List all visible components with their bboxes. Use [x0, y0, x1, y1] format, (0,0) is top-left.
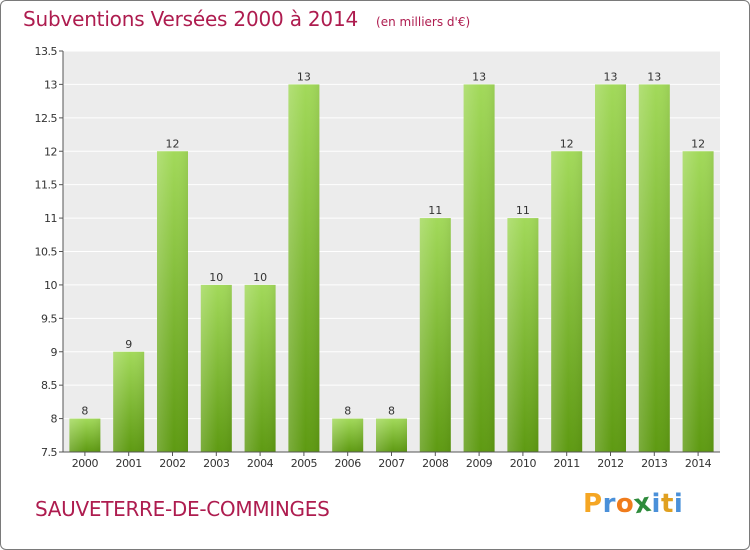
x-tick-label: 2000 [72, 457, 99, 470]
bar-sheen [113, 351, 145, 452]
chart-title: Subventions Versées 2000 à 2014 [23, 7, 359, 31]
bar-value-label: 11 [428, 204, 442, 217]
bar-sheen [507, 218, 539, 452]
y-tick-label: 10 [44, 279, 57, 292]
bar-value-label: 13 [297, 70, 311, 83]
y-tick-label: 8 [51, 413, 58, 426]
x-tick-label: 2010 [510, 457, 537, 470]
x-tick-label: 2013 [641, 457, 668, 470]
y-tick-label: 7.5 [41, 446, 57, 459]
bar-sheen [69, 418, 101, 452]
x-tick-label: 2005 [291, 457, 318, 470]
y-tick-label: 8.5 [41, 379, 57, 392]
bar-sheen [288, 84, 320, 453]
y-tick-label: 9 [51, 346, 58, 359]
bar-value-label: 13 [604, 70, 618, 83]
bar-sheen [595, 84, 626, 453]
y-tick-label: 13.5 [35, 45, 58, 58]
y-tick-label: 11 [44, 212, 57, 225]
x-tick-label: 2002 [159, 457, 185, 470]
bar-sheen [376, 418, 407, 452]
bar-value-label: 12 [691, 137, 705, 150]
bar-sheen [551, 151, 583, 452]
bar-value-label: 8 [344, 405, 351, 418]
bar-sheen [463, 84, 495, 453]
x-tick-label: 2007 [378, 457, 405, 470]
x-tick-label: 2012 [597, 457, 623, 470]
logo-letter: P [583, 489, 603, 519]
bar-value-label: 12 [166, 137, 180, 150]
bar-value-label: 13 [472, 70, 486, 83]
bar-value-label: 8 [388, 405, 395, 418]
bar-value-label: 13 [647, 70, 661, 83]
bar-value-label: 10 [209, 271, 223, 284]
logo-letter: o [615, 489, 635, 519]
x-tick-label: 2014 [685, 457, 712, 470]
bar-sheen [157, 151, 188, 452]
x-tick-label: 2006 [334, 457, 361, 470]
y-tick-label: 13 [44, 78, 57, 91]
x-tick-label: 2001 [115, 457, 141, 470]
logo-letter: r [602, 489, 616, 519]
x-tick-label: 2004 [247, 457, 274, 470]
bar-sheen [332, 418, 364, 452]
y-tick-label: 11.5 [35, 179, 58, 192]
x-tick-label: 2003 [203, 457, 230, 470]
bar-value-label: 10 [253, 271, 267, 284]
bar-sheen [682, 151, 714, 452]
x-tick-label: 2009 [466, 457, 493, 470]
bar-value-label: 8 [81, 405, 88, 418]
y-tick-label: 12 [44, 145, 57, 158]
y-tick-label: 10.5 [35, 246, 58, 259]
chart-subtitle: (en milliers d'€) [376, 15, 471, 29]
bar-sheen [638, 84, 670, 453]
logo-letter: i [651, 489, 661, 519]
proxiti-logo[interactable]: Proxiti [583, 488, 684, 521]
bar-sheen [200, 284, 232, 452]
chart-header: Subventions Versées 2000 à 2014 (en mill… [23, 7, 470, 41]
y-tick-label: 12.5 [35, 112, 58, 125]
logo-letter: t [660, 489, 674, 519]
bar-value-label: 12 [560, 137, 574, 150]
y-tick-label: 9.5 [41, 312, 57, 325]
logo-letter: i [673, 489, 684, 519]
x-tick-label: 2011 [553, 457, 579, 470]
bar-value-label: 9 [125, 338, 132, 351]
x-tick-label: 2008 [422, 457, 449, 470]
bar-value-label: 11 [516, 204, 530, 217]
commune-name: SAUVETERRE-DE-COMMINGES [35, 497, 330, 521]
bar-sheen [244, 284, 276, 452]
bar-sheen [419, 218, 451, 452]
